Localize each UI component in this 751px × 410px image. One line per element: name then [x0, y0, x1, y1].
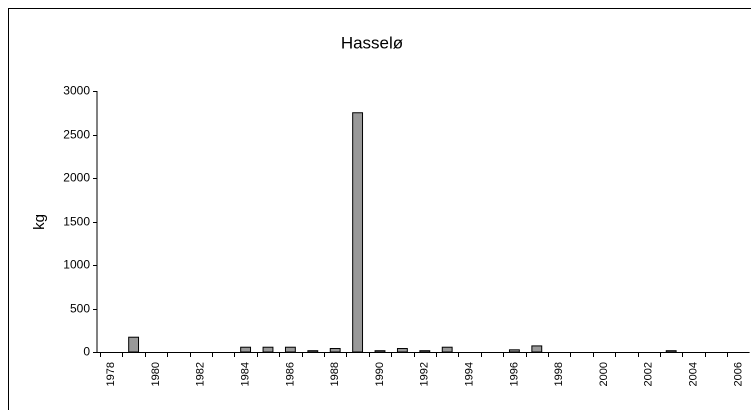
bar	[240, 346, 252, 353]
x-tick-label: 1994	[464, 362, 476, 386]
y-tick-label: 2500	[63, 128, 90, 142]
x-tick-label: 1998	[553, 362, 565, 386]
x-tick-label: 2002	[643, 362, 655, 386]
bar	[665, 350, 677, 353]
y-axis-label: kg	[31, 214, 48, 230]
bar	[262, 346, 274, 353]
x-tick-label: 1980	[150, 362, 162, 386]
y-tick-label: 1000	[63, 258, 90, 272]
y-tick-label: 3000	[63, 84, 90, 98]
x-tick-label: 1988	[329, 362, 341, 386]
x-tick-label: 1984	[240, 362, 252, 386]
x-tick-label: 2006	[732, 362, 744, 386]
bar	[508, 349, 520, 353]
bar	[374, 350, 386, 353]
x-tick-label: 1990	[374, 362, 386, 386]
bar	[352, 112, 364, 353]
x-tick-label: 1992	[419, 362, 431, 386]
bar	[329, 348, 341, 353]
x-tick-label: 1982	[195, 362, 207, 386]
y-tick-label: 1500	[63, 215, 90, 229]
x-tick-label: 1986	[284, 362, 296, 386]
bar	[128, 336, 140, 353]
bar	[307, 350, 319, 353]
y-tick-label: 0	[83, 345, 90, 359]
x-tick-label: 1996	[508, 362, 520, 386]
y-tick-label: 2000	[63, 171, 90, 185]
y-tick-label: 500	[70, 302, 90, 316]
bar	[419, 350, 431, 353]
bar	[531, 345, 543, 353]
bar	[284, 346, 296, 353]
bar	[441, 346, 453, 353]
bar	[396, 348, 408, 353]
chart-frame	[8, 8, 751, 410]
x-tick-label: 1978	[105, 362, 117, 386]
x-tick-label: 2000	[598, 362, 610, 386]
x-tick-label: 2004	[688, 362, 700, 386]
chart-title: Hasselø	[341, 33, 403, 52]
